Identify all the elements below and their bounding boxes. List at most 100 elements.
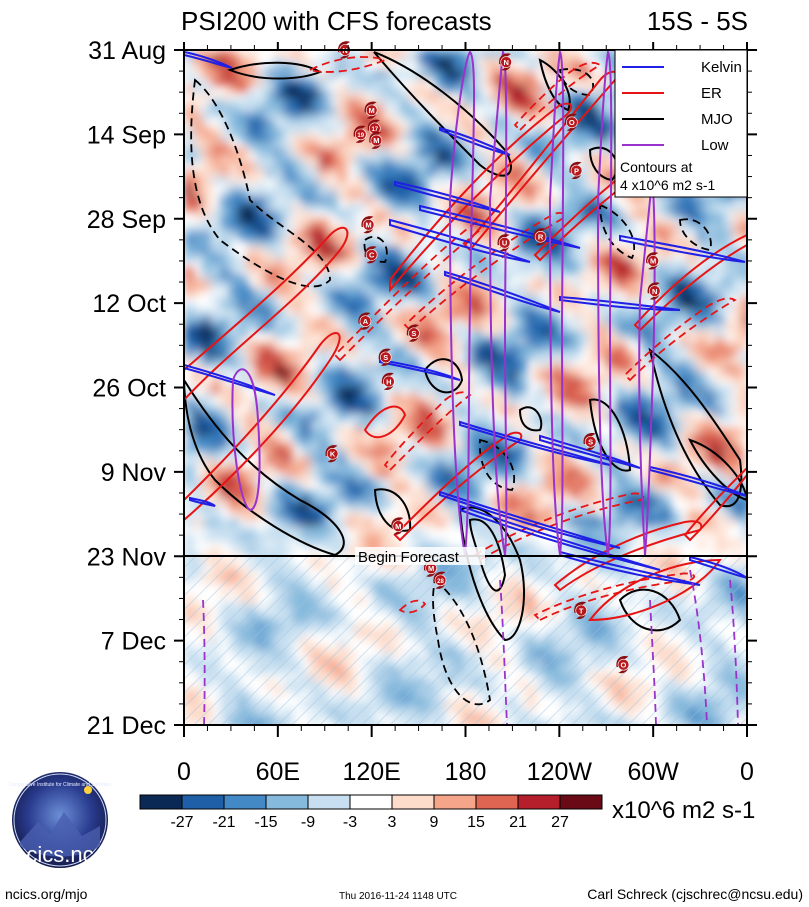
field-cell (688, 456, 698, 464)
field-cell (661, 372, 671, 380)
field-cell (508, 603, 518, 611)
field-cell (481, 260, 491, 268)
field-cell (472, 344, 482, 352)
field-cell (436, 519, 446, 527)
field-cell (643, 428, 653, 436)
field-cell (409, 393, 419, 401)
field-cell (283, 582, 293, 590)
field-cell (364, 232, 374, 240)
field-cell (247, 526, 257, 534)
field-cell (535, 400, 545, 408)
field-cell (562, 190, 572, 198)
field-cell (535, 512, 545, 520)
field-cell (715, 414, 725, 422)
field-cell (418, 428, 428, 436)
field-cell (715, 253, 725, 261)
field-cell (436, 50, 446, 58)
field-cell (292, 155, 302, 163)
field-cell (220, 204, 230, 212)
field-cell (607, 204, 617, 212)
field-cell (238, 442, 248, 450)
field-cell (742, 386, 747, 394)
field-cell (382, 603, 392, 611)
field-cell (292, 526, 302, 534)
field-cell (247, 715, 257, 723)
field-cell (220, 519, 230, 527)
field-cell (697, 218, 707, 226)
field-cell (346, 302, 356, 310)
field-cell (229, 708, 239, 716)
field-cell (454, 666, 464, 674)
field-cell (391, 407, 401, 415)
field-cell (652, 484, 662, 492)
field-cell (283, 351, 293, 359)
field-cell (472, 337, 482, 345)
field-cell (715, 428, 725, 436)
field-cell (724, 701, 734, 709)
field-cell (724, 687, 734, 695)
field-cell (373, 631, 383, 639)
field-cell (571, 372, 581, 380)
field-cell (391, 260, 401, 268)
field-cell (328, 491, 338, 499)
field-cell (679, 484, 689, 492)
field-cell (274, 239, 284, 247)
field-cell (256, 505, 266, 513)
field-cell (238, 547, 248, 555)
field-cell (274, 519, 284, 527)
field-cell (535, 344, 545, 352)
field-cell (490, 267, 500, 275)
field-cell (715, 575, 725, 583)
storm-marker: T (574, 601, 588, 619)
field-cell (724, 673, 734, 681)
field-cell (454, 295, 464, 303)
field-cell (265, 533, 275, 541)
field-cell (616, 547, 626, 555)
field-cell (283, 407, 293, 415)
field-cell (319, 260, 329, 268)
field-cell (337, 470, 347, 478)
field-cell (544, 253, 554, 261)
field-cell (409, 372, 419, 380)
field-cell (193, 505, 203, 513)
field-cell (571, 260, 581, 268)
field-cell (391, 211, 401, 219)
field-cell (715, 463, 725, 471)
field-cell (193, 330, 203, 338)
field-cell (193, 519, 203, 527)
field-cell (346, 239, 356, 247)
field-cell (229, 582, 239, 590)
field-cell (301, 57, 311, 65)
field-cell (337, 148, 347, 156)
field-cell (490, 211, 500, 219)
field-cell (607, 414, 617, 422)
field-cell (562, 253, 572, 261)
field-cell (499, 99, 509, 107)
field-cell (247, 400, 257, 408)
field-cell (643, 281, 653, 289)
storm-marker: M (361, 216, 375, 234)
field-cell (607, 547, 617, 555)
field-cell (535, 645, 545, 653)
field-cell (499, 484, 509, 492)
field-cell (355, 407, 365, 415)
field-cell (463, 71, 473, 79)
field-cell (499, 610, 509, 618)
storm-marker: K (325, 445, 339, 463)
field-cell (643, 435, 653, 443)
field-cell (499, 379, 509, 387)
field-cell (661, 701, 671, 709)
field-cell (571, 309, 581, 317)
field-cell (598, 617, 608, 625)
field-cell (247, 547, 257, 555)
field-cell (526, 589, 536, 597)
field-cell (670, 302, 680, 310)
field-cell (382, 680, 392, 688)
field-cell (382, 365, 392, 373)
hatch-line (221, 555, 393, 725)
field-cell (598, 71, 608, 79)
field-cell (571, 631, 581, 639)
field-cell (229, 148, 239, 156)
field-cell (706, 428, 716, 436)
field-cell (238, 477, 248, 485)
